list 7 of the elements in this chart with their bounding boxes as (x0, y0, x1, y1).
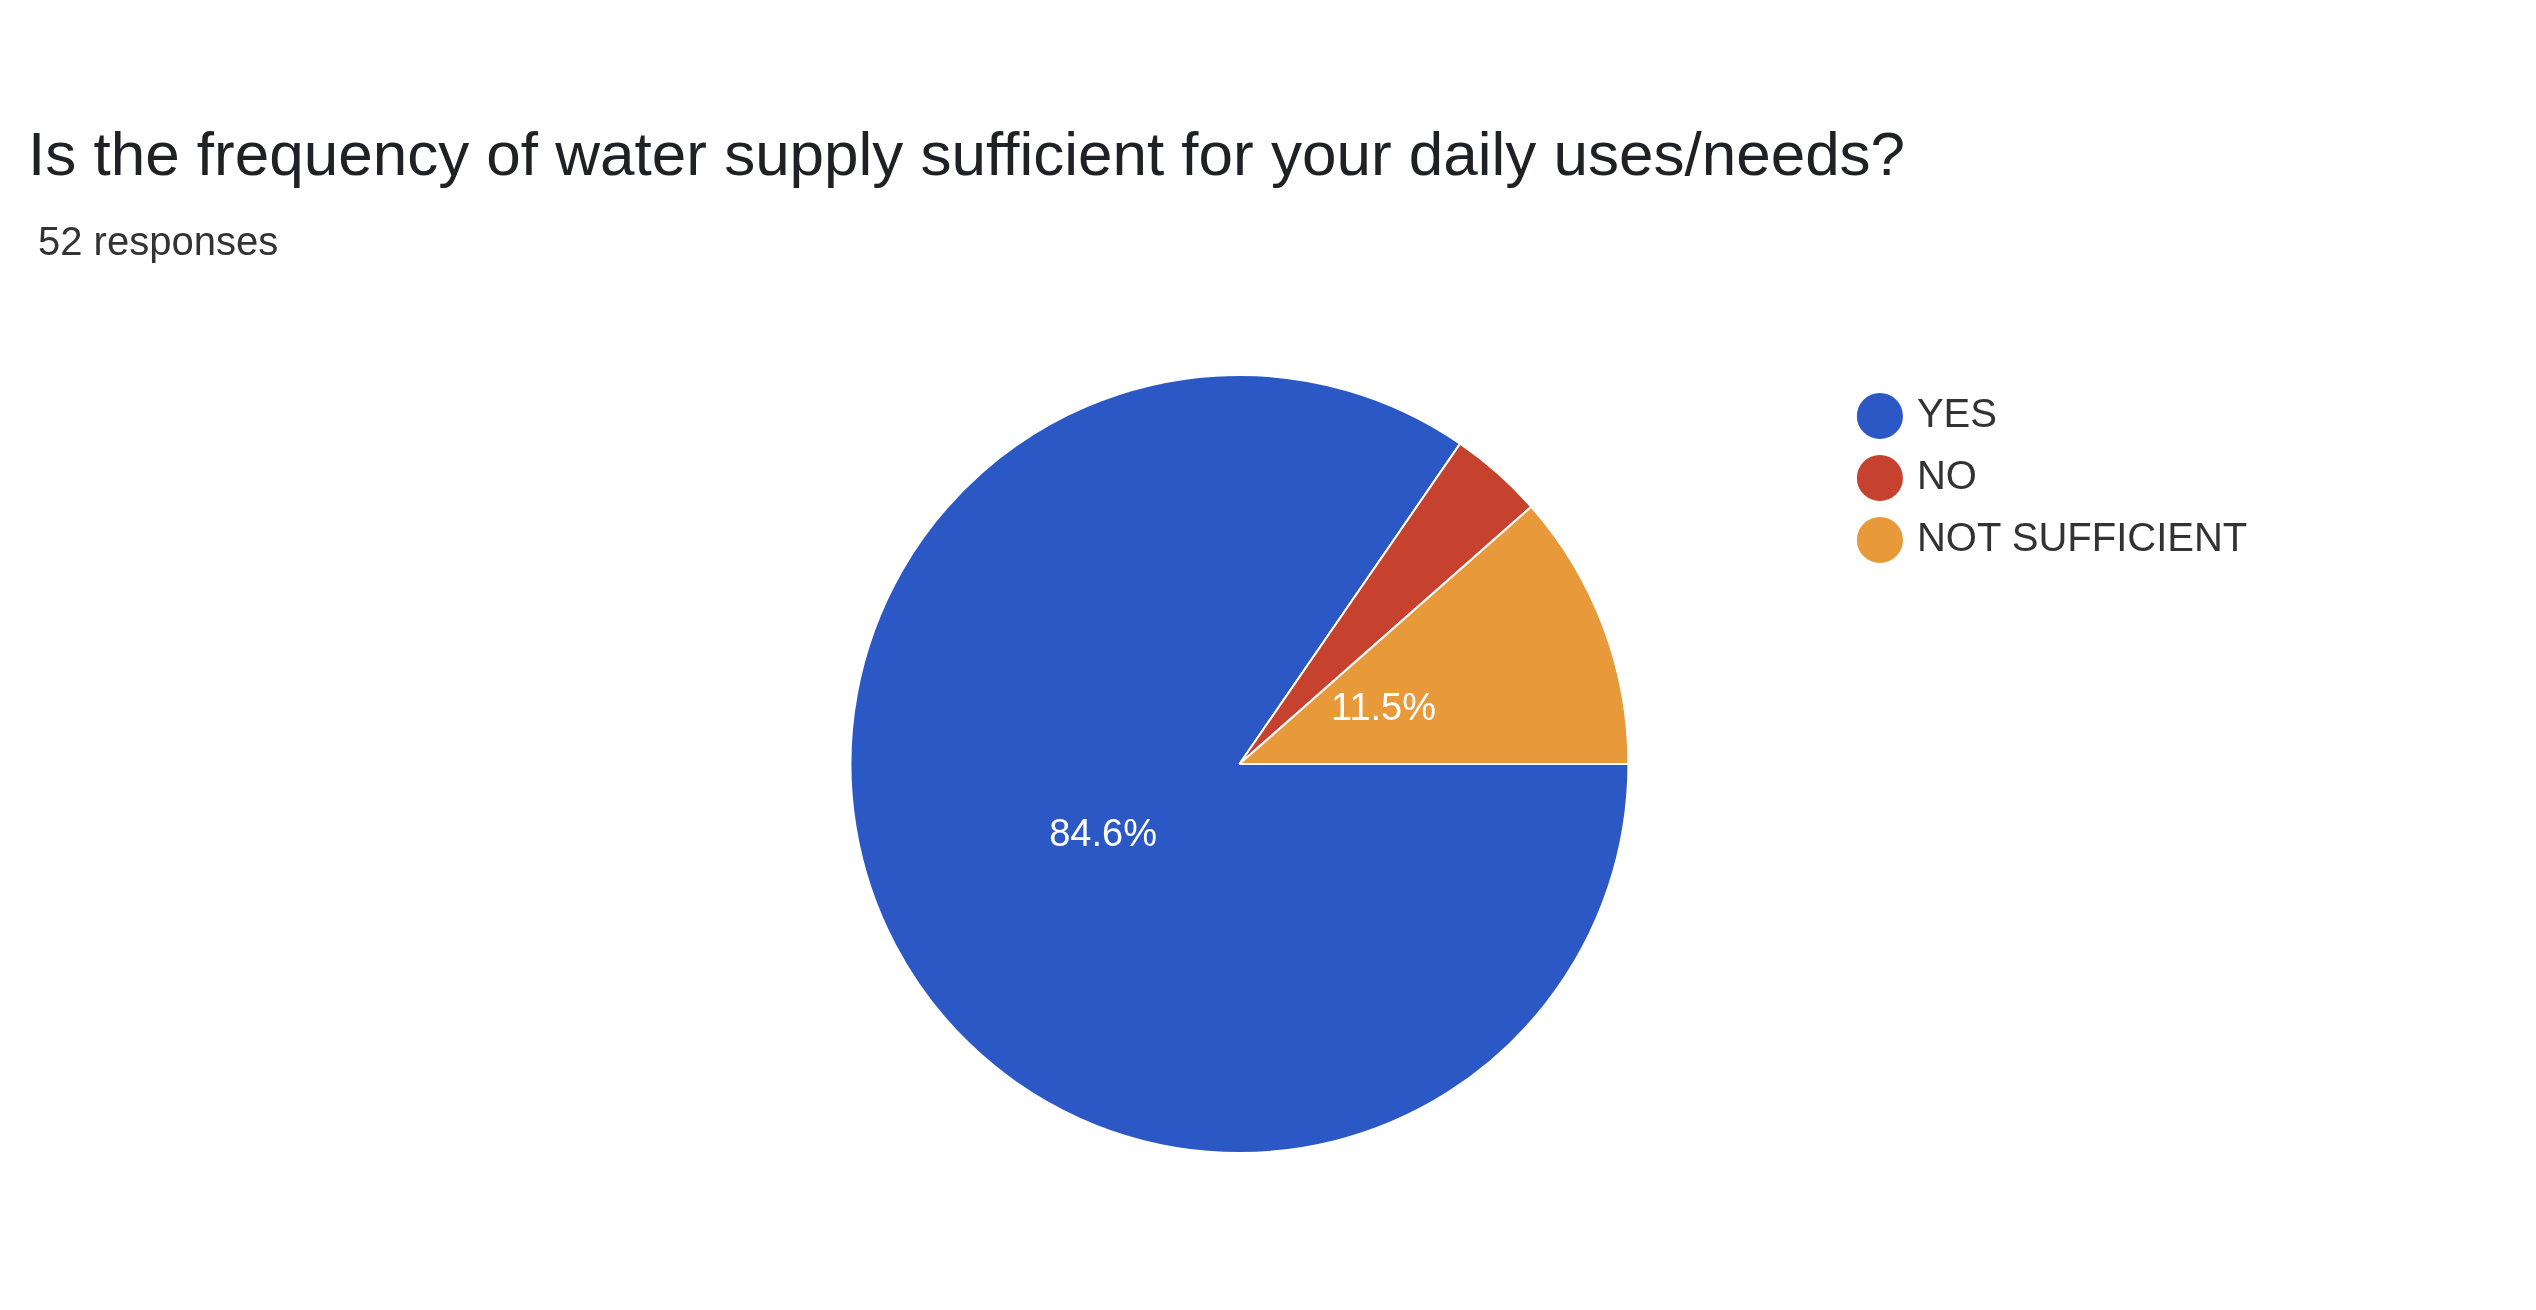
legend-label: NO (1916, 453, 1977, 498)
chart-title: Is the frequency of water supply sufficient for your daily uses/needs? (28, 118, 1907, 189)
legend-label: NOT SUFFICIENT (1916, 515, 2248, 560)
legend-label: YES (1916, 391, 1997, 436)
data-label: 11.5% (1331, 686, 1437, 729)
text: 52 responses (38, 219, 280, 264)
data-label: 84.6% (1049, 812, 1157, 855)
